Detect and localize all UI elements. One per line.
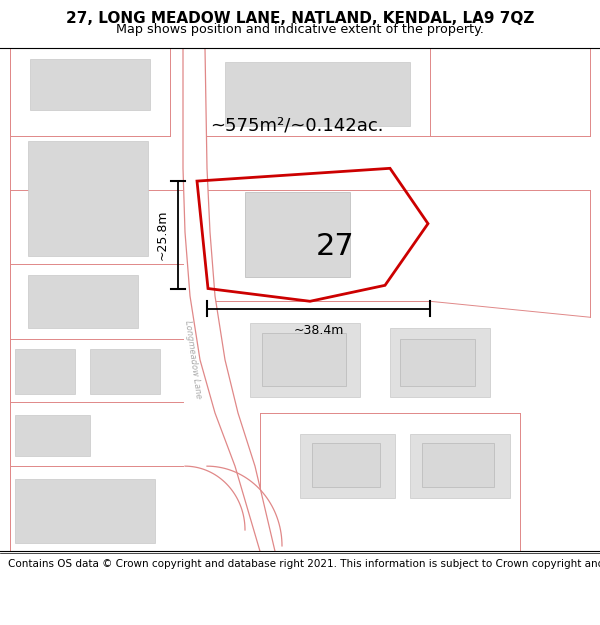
Bar: [390, 328, 490, 397]
Text: 27: 27: [315, 232, 354, 261]
Bar: [15, 415, 90, 456]
Bar: [28, 275, 138, 328]
Bar: [422, 442, 494, 488]
Bar: [245, 192, 350, 277]
Text: ~38.4m: ~38.4m: [293, 324, 344, 337]
Bar: [250, 322, 360, 397]
Bar: [262, 333, 346, 386]
Text: Contains OS data © Crown copyright and database right 2021. This information is : Contains OS data © Crown copyright and d…: [8, 559, 600, 569]
Bar: [225, 62, 410, 126]
Bar: [400, 339, 475, 386]
Text: Longmeadow Lane: Longmeadow Lane: [183, 320, 203, 399]
Bar: [410, 434, 510, 498]
Text: 27, LONG MEADOW LANE, NATLAND, KENDAL, LA9 7QZ: 27, LONG MEADOW LANE, NATLAND, KENDAL, L…: [66, 11, 534, 26]
Polygon shape: [183, 48, 275, 551]
Bar: [15, 479, 155, 542]
Bar: [15, 349, 75, 394]
Bar: [30, 59, 150, 110]
Bar: [312, 442, 380, 488]
Bar: [300, 434, 395, 498]
Text: Map shows position and indicative extent of the property.: Map shows position and indicative extent…: [116, 23, 484, 36]
Text: ~575m²/~0.142ac.: ~575m²/~0.142ac.: [210, 117, 383, 135]
Bar: [90, 349, 160, 394]
Text: ~25.8m: ~25.8m: [156, 209, 169, 260]
Bar: [28, 141, 148, 256]
